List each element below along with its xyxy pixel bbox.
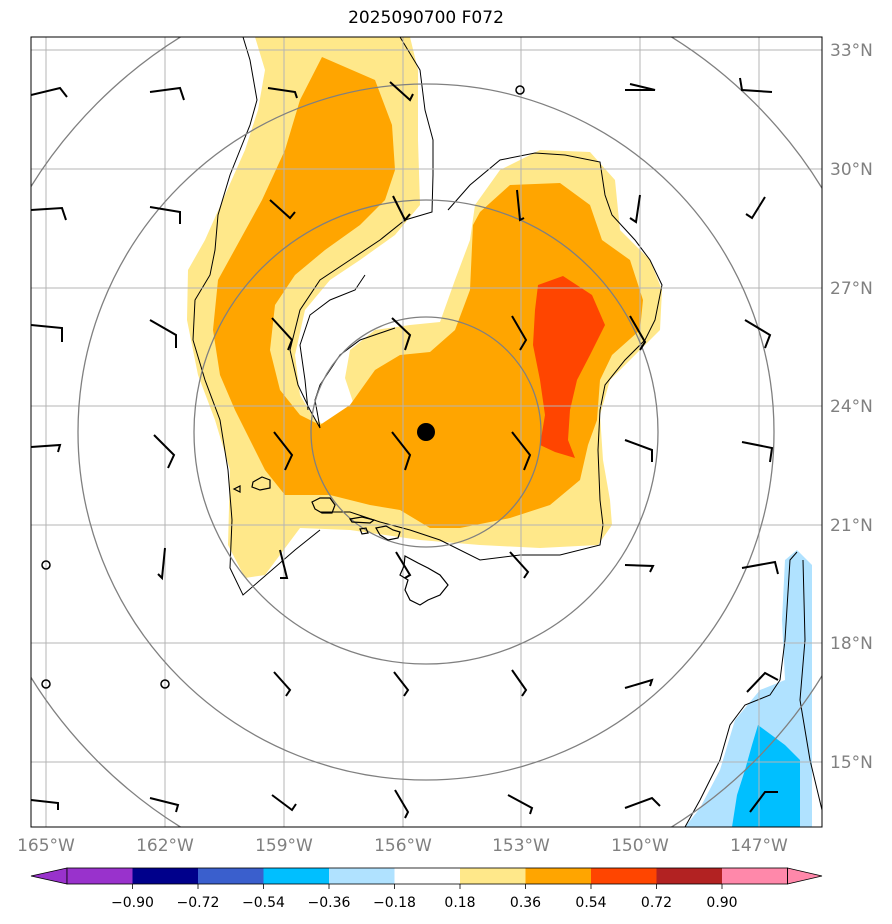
island-big-island — [399, 555, 449, 606]
lat-label-33n: 33°N — [830, 41, 873, 61]
lat-label-24n: 24°N — [830, 397, 873, 417]
map-frame — [30, 36, 823, 828]
lon-label-150w: 150°W — [611, 836, 669, 856]
colorbar-bin-4 — [263, 868, 329, 884]
colorbar-tick-5: −0.18 — [373, 895, 416, 911]
island-maui — [375, 525, 401, 541]
lat-label-30n: 30°N — [830, 160, 873, 180]
colorbar-bin-1 — [67, 868, 133, 884]
lat-label-15n: 15°N — [830, 753, 873, 773]
lat-label-27n: 27°N — [830, 279, 873, 299]
colorbar-bin-3 — [198, 868, 264, 884]
colorbar-right-extension — [787, 867, 823, 885]
colorbar-bin-7 — [460, 868, 526, 884]
lon-label-147w: 147°W — [730, 836, 788, 856]
colorbar-bin-8 — [525, 868, 591, 884]
shade-cyan — [732, 725, 800, 827]
lat-label-18n: 18°N — [830, 634, 873, 654]
colorbar-frame — [66, 867, 788, 885]
map-area — [31, 37, 822, 827]
colorbar-left-extension — [30, 867, 68, 885]
longitude-labels: 165°W 162°W 159°W 156°W 153°W 150°W 147°… — [17, 836, 788, 856]
range-rings — [31, 37, 822, 827]
colorbar: −0.90 −0.72 −0.54 −0.36 −0.18 0.18 0.36 … — [30, 867, 823, 911]
island-oahu — [311, 497, 336, 514]
colorbar-bin-9 — [591, 868, 657, 884]
colorbar-tick-7: 0.36 — [510, 895, 541, 911]
colorbar-tick-2: −0.72 — [177, 895, 220, 911]
colorbar-bin-10 — [656, 868, 722, 884]
island-niihau — [232, 485, 241, 493]
lon-label-165w: 165°W — [17, 836, 75, 856]
lon-label-153w: 153°W — [492, 836, 550, 856]
storm-center-marker — [417, 423, 435, 441]
lon-label-162w: 162°W — [136, 836, 194, 856]
colorbar-tick-3: −0.54 — [242, 895, 285, 911]
colorbar-tick-8: 0.54 — [575, 895, 606, 911]
island-kauai — [251, 476, 271, 491]
latitude-labels: 33°N 30°N 27°N 24°N 21°N 18°N 15°N — [830, 41, 873, 773]
colorbar-tick-9: 0.72 — [641, 895, 672, 911]
lon-label-156w: 156°W — [374, 836, 432, 856]
lat-label-21n: 21°N — [830, 516, 873, 536]
colorbar-tick-10: 0.90 — [706, 895, 737, 911]
colorbar-tick-4: −0.36 — [308, 895, 351, 911]
shade-orange — [213, 57, 643, 528]
hawaiian-islands — [232, 476, 449, 606]
graticule — [31, 37, 822, 827]
map-title: 2025090700 F072 — [348, 8, 504, 28]
colorbar-bin-5 — [329, 868, 395, 884]
island-lanai — [359, 527, 369, 535]
contour-lines — [192, 37, 822, 827]
colorbar-bin-2 — [132, 868, 198, 884]
lon-label-159w: 159°W — [255, 836, 313, 856]
colorbar-tick-6: 0.18 — [444, 895, 475, 911]
shade-red-orange — [533, 276, 605, 458]
wind-barbs — [31, 77, 779, 819]
colorbar-tick-1: −0.90 — [111, 895, 154, 911]
colorbar-bin-11 — [722, 868, 788, 884]
colorbar-bin-6 — [394, 868, 460, 884]
island-molokai — [348, 516, 376, 524]
